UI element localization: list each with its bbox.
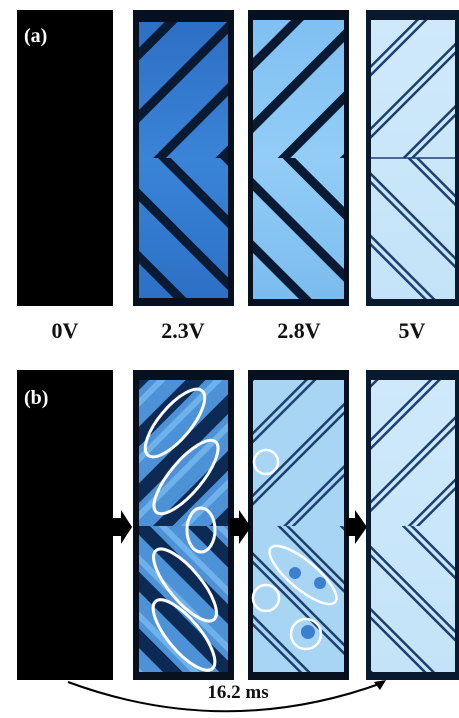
image-0v	[17, 10, 113, 306]
voltage-label: 2.3V	[161, 318, 205, 343]
image-5v	[366, 10, 459, 306]
duration-label: 16.2 ms	[207, 682, 268, 703]
panel-b: (b) 16.2 ms	[17, 370, 459, 711]
image-frame-3	[248, 370, 349, 680]
voltage-label: 0V	[52, 318, 79, 343]
image-2-8v	[248, 10, 349, 306]
image-frame-4	[366, 370, 459, 680]
figure: (a) 0V 2.3V 2.8V 5V	[0, 0, 459, 718]
image-black	[17, 370, 113, 680]
voltage-label: 5V	[399, 318, 426, 343]
panel-label: (a)	[24, 25, 47, 47]
panel-label: (b)	[24, 387, 48, 409]
voltage-label: 2.8V	[277, 318, 321, 343]
image-2-3v	[133, 10, 234, 306]
panel-a: (a) 0V 2.3V 2.8V 5V	[17, 10, 459, 343]
image-frame-2	[133, 370, 234, 680]
